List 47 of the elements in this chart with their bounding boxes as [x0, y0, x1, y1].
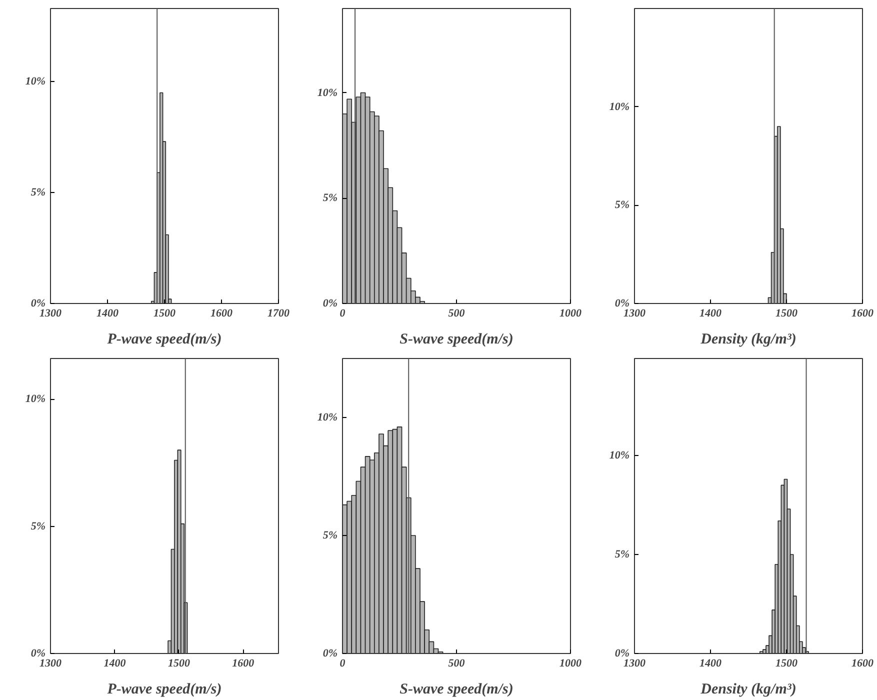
x-tick-label: 1500 — [154, 308, 176, 320]
y-tick-label: 5% — [30, 520, 46, 532]
x-axis-title: P-wave speed(m/s) — [107, 682, 222, 698]
x-axis-title: S-wave speed(m/s) — [400, 682, 514, 698]
y-tick-label: 5% — [614, 199, 630, 212]
x-tick-label: 1000 — [560, 658, 582, 670]
x-tick-label: 1300 — [624, 308, 646, 320]
y-tick-label: 10% — [609, 450, 630, 462]
x-tick-label: 500 — [448, 658, 466, 670]
x-tick-label: 500 — [448, 308, 466, 320]
y-tick-label: 5% — [322, 192, 338, 204]
x-tick-label: 1300 — [40, 658, 62, 670]
x-tick-label: 1300 — [40, 308, 62, 320]
x-tick-label: 1700 — [268, 308, 290, 320]
x-tick-label: 1300 — [624, 658, 646, 670]
x-tick-label: 1400 — [104, 658, 126, 670]
x-tick-label: 1600 — [232, 658, 255, 670]
x-tick-label: 1600 — [210, 308, 233, 320]
y-tick-label: 10% — [317, 86, 338, 99]
x-tick-label: 1500 — [776, 308, 798, 320]
y-tick-label: 10% — [609, 100, 630, 113]
x-tick-label: 1500 — [776, 658, 798, 670]
y-tick-label: 0% — [322, 298, 338, 310]
x-axis-title: Density (kg/m³) — [700, 682, 796, 698]
x-tick-label: 1400 — [700, 308, 722, 320]
y-tick-label: 5% — [30, 186, 46, 199]
x-tick-label: 1400 — [700, 658, 722, 670]
y-tick-label: 0% — [614, 298, 630, 310]
x-tick-label: 1500 — [168, 658, 190, 670]
x-tick-label: 1600 — [852, 308, 874, 320]
y-tick-label: 10% — [317, 412, 338, 424]
y-tick-label: 10% — [25, 393, 46, 406]
y-tick-label: 0% — [614, 648, 630, 660]
y-tick-label: 5% — [322, 530, 338, 542]
y-tick-label: 5% — [614, 548, 630, 561]
x-tick-label: 0 — [340, 308, 346, 320]
x-axis-title: P-wave speed(m/s) — [107, 332, 222, 348]
x-tick-label: 1000 — [560, 308, 582, 320]
x-axis-title: Density (kg/m³) — [700, 332, 796, 348]
x-tick-label: 1600 — [852, 658, 874, 670]
x-tick-label: 0 — [340, 658, 346, 670]
y-tick-label: 0% — [322, 648, 338, 660]
y-tick-label: 10% — [25, 76, 46, 88]
y-tick-label: 0% — [30, 298, 46, 310]
x-axis-title: S-wave speed(m/s) — [400, 332, 514, 348]
x-tick-label: 1400 — [96, 308, 119, 320]
y-tick-label: 0% — [30, 648, 46, 660]
